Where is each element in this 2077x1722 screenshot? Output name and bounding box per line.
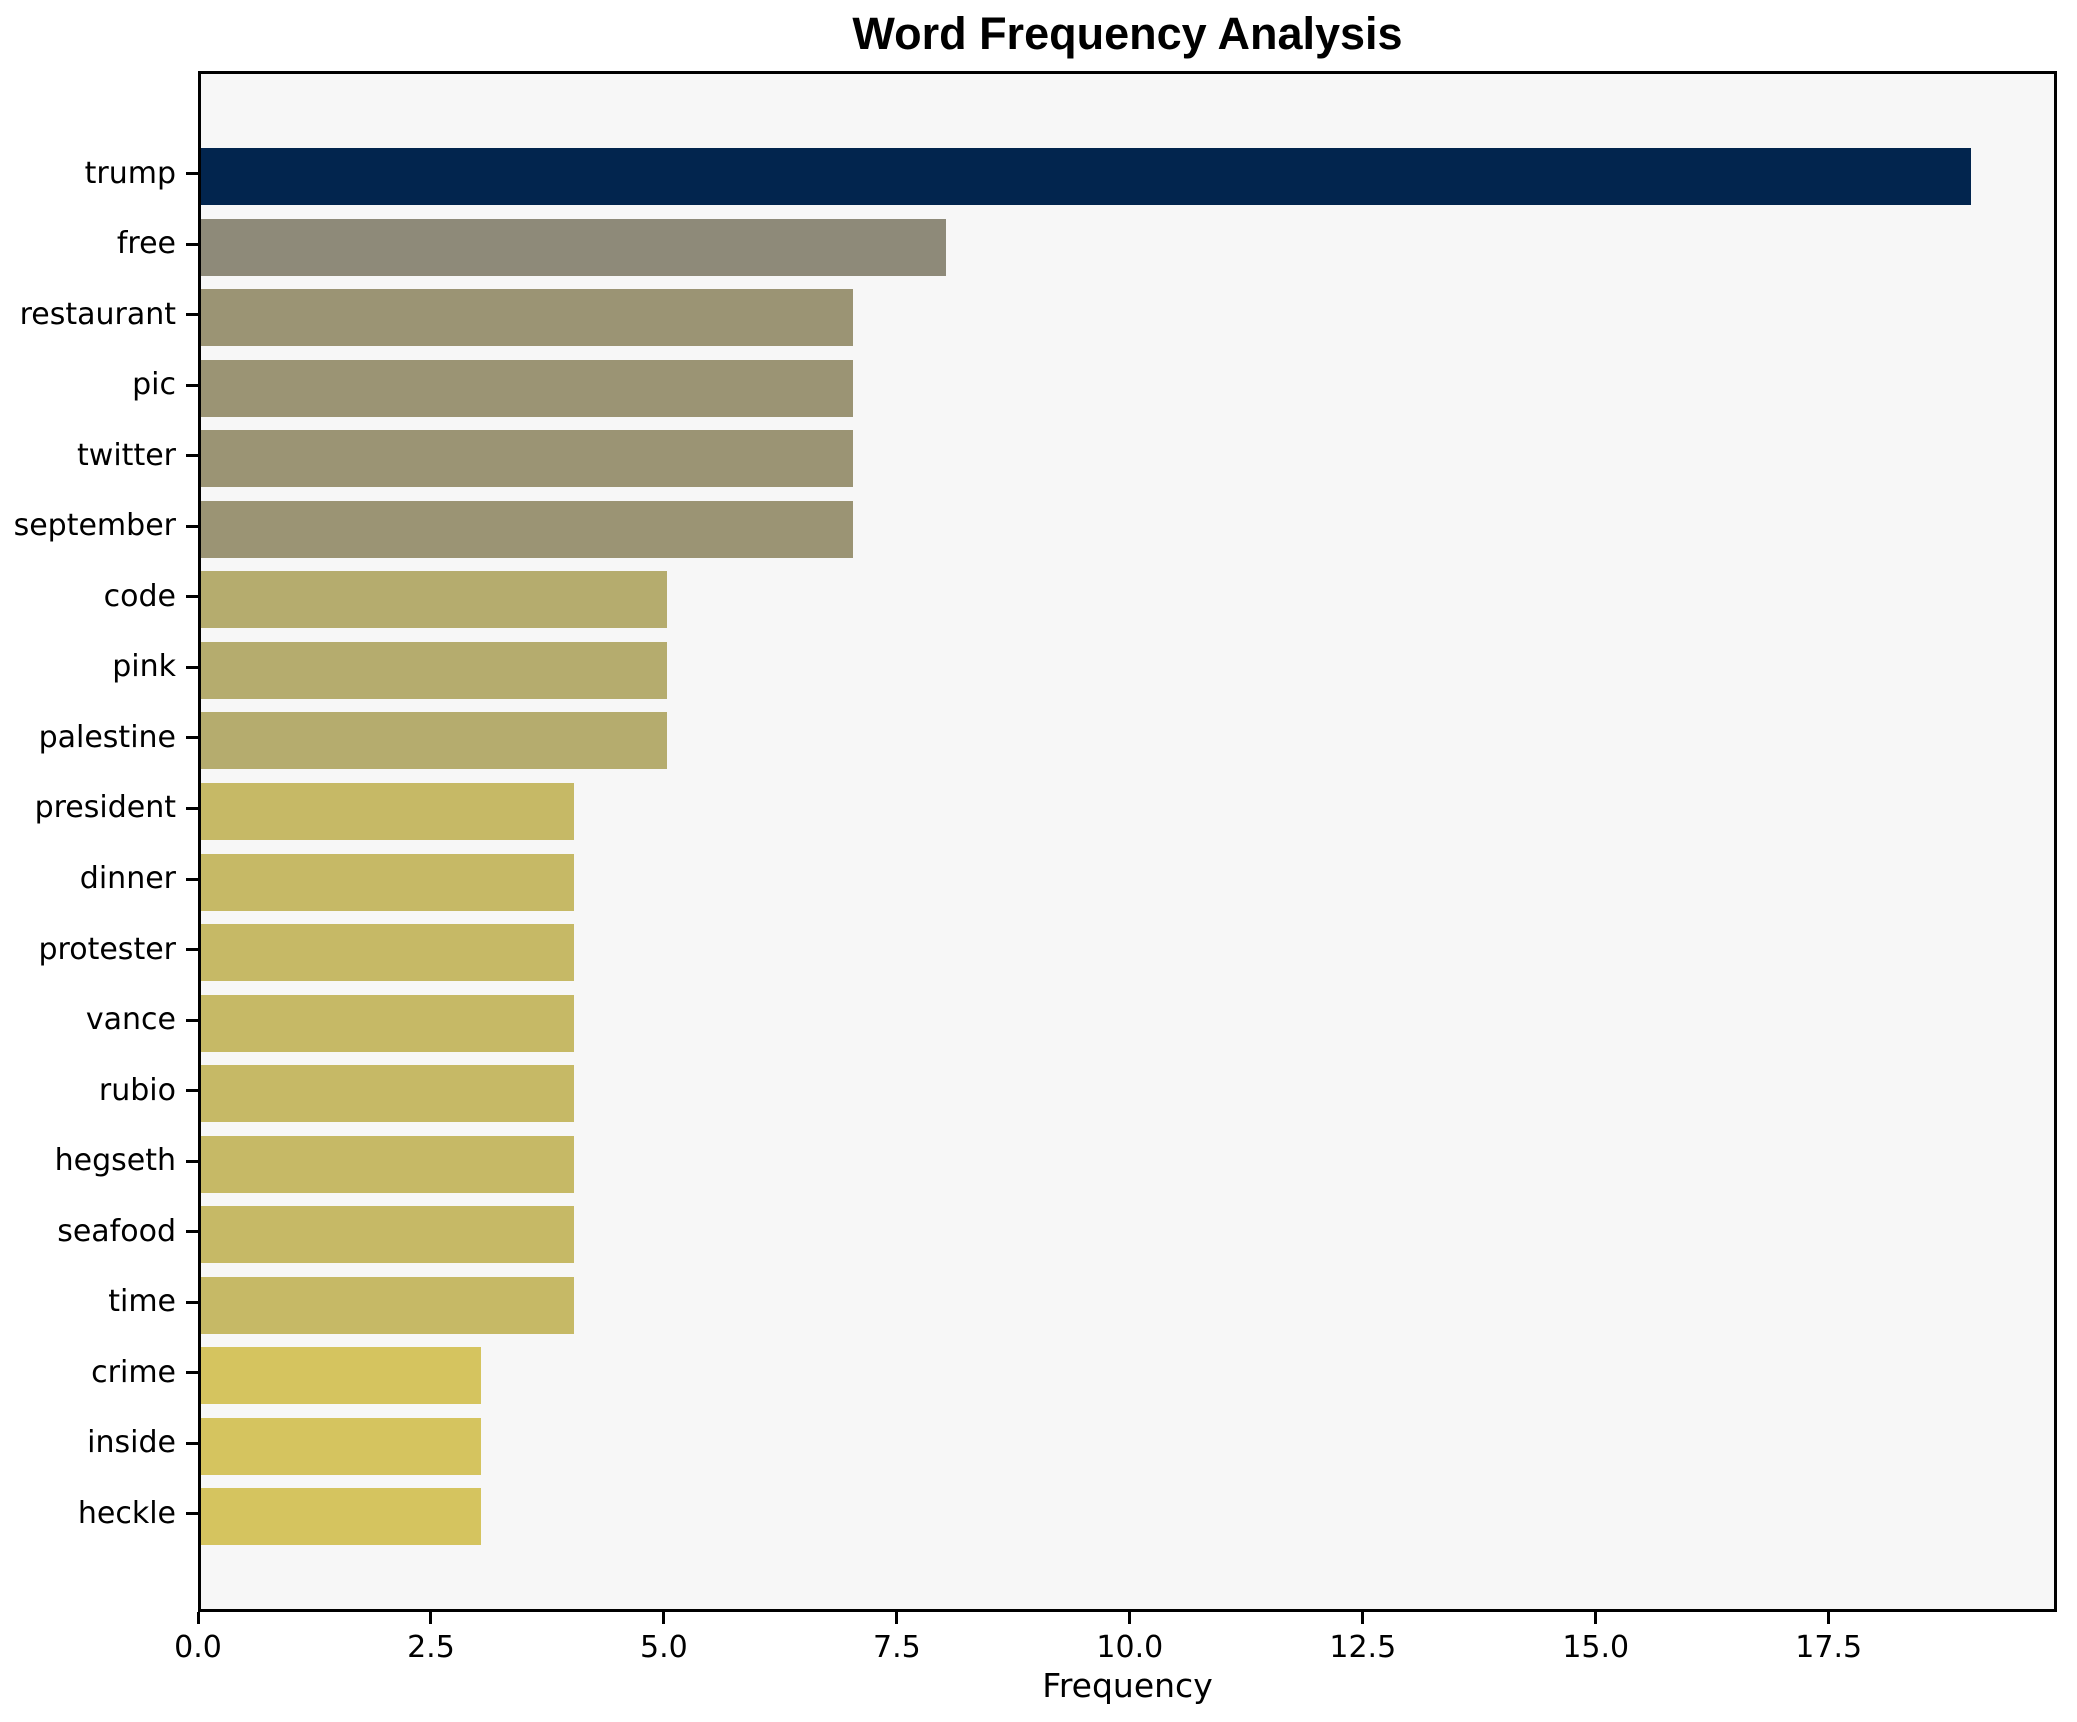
y-tick-mark	[186, 806, 198, 810]
y-tick-mark	[186, 877, 198, 881]
x-tick-mark	[1827, 1612, 1831, 1624]
y-tick-mark	[186, 1441, 198, 1445]
plot-area	[198, 71, 2057, 1612]
bar-pic	[201, 359, 854, 417]
y-axis-label-pic: pic	[132, 367, 176, 403]
bar-free	[201, 218, 947, 276]
bar-trump	[201, 148, 1972, 205]
y-axis-label-vance: vance	[85, 1002, 176, 1038]
x-tick-label: 2.5	[407, 1630, 455, 1665]
x-tick-label: 10.0	[1096, 1630, 1164, 1665]
y-axis-label-president: president	[34, 790, 176, 826]
y-axis-label-crime: crime	[91, 1354, 176, 1390]
bar-crime	[201, 1347, 481, 1405]
y-tick-mark	[186, 736, 198, 740]
y-axis-label-pink: pink	[112, 649, 176, 685]
bar-code	[201, 571, 667, 629]
y-axis-label-seafood: seafood	[57, 1213, 176, 1249]
x-tick-mark	[196, 1612, 200, 1624]
y-axis-label-september: september	[13, 508, 176, 544]
bar-restaurant	[201, 289, 854, 347]
bar-rubio	[201, 1065, 574, 1123]
x-tick-label: 7.5	[873, 1630, 921, 1665]
bar-seafood	[201, 1206, 574, 1264]
bar-twitter	[201, 430, 854, 488]
y-axis-label-twitter: twitter	[77, 437, 176, 473]
x-tick-mark	[895, 1612, 899, 1624]
y-tick-mark	[186, 172, 198, 175]
y-axis-label-trump: trump	[84, 155, 176, 191]
bar-vance	[201, 994, 574, 1052]
x-tick-label: 17.5	[1795, 1630, 1863, 1665]
y-tick-mark	[186, 1018, 198, 1022]
y-tick-mark	[186, 1371, 198, 1375]
y-axis-label-code: code	[103, 578, 176, 614]
y-tick-mark	[186, 948, 198, 952]
bar-palestine	[201, 712, 667, 770]
bar-president	[201, 782, 574, 840]
y-tick-mark	[186, 1089, 198, 1093]
y-axis-label-heckle: heckle	[77, 1495, 176, 1531]
y-tick-mark	[186, 1159, 198, 1163]
bar-protester	[201, 924, 574, 982]
y-tick-mark	[186, 1512, 198, 1516]
bar-inside	[201, 1417, 481, 1475]
y-tick-mark	[186, 242, 198, 246]
y-axis-label-dinner: dinner	[79, 861, 176, 896]
y-axis-label-protester: protester	[38, 931, 176, 967]
x-tick-label: 0.0	[174, 1630, 222, 1665]
chart-title: Word Frequency Analysis	[852, 8, 1403, 59]
x-tick-label: 15.0	[1562, 1630, 1630, 1665]
bar-time	[201, 1276, 574, 1334]
y-axis-label-palestine: palestine	[38, 719, 176, 755]
x-tick-mark	[662, 1612, 666, 1624]
y-axis-label-inside: inside	[87, 1425, 176, 1461]
y-tick-mark	[186, 665, 198, 669]
x-tick-label: 12.5	[1329, 1630, 1397, 1665]
y-tick-mark	[186, 1230, 198, 1234]
x-tick-mark	[1361, 1612, 1365, 1624]
bar-pink	[201, 641, 667, 699]
y-tick-mark	[186, 1300, 198, 1304]
bar-september	[201, 500, 854, 558]
x-tick-mark	[429, 1612, 433, 1624]
x-axis-title: Frequency	[1042, 1666, 1213, 1705]
y-tick-mark	[186, 595, 198, 599]
x-tick-mark	[1128, 1612, 1132, 1624]
bar-heckle	[201, 1488, 481, 1546]
y-axis-label-rubio: rubio	[98, 1072, 176, 1108]
y-axis-label-hegseth: hegseth	[54, 1143, 176, 1179]
y-axis-label-time: time	[108, 1284, 176, 1320]
y-tick-mark	[186, 383, 198, 387]
y-tick-mark	[186, 313, 198, 317]
y-axis-label-restaurant: restaurant	[19, 296, 176, 332]
y-tick-mark	[186, 524, 198, 528]
bar-dinner	[201, 853, 574, 911]
y-tick-mark	[186, 454, 198, 458]
y-axis-label-free: free	[116, 226, 176, 262]
x-tick-mark	[1594, 1612, 1598, 1624]
bar-hegseth	[201, 1135, 574, 1193]
x-tick-label: 5.0	[640, 1630, 688, 1665]
